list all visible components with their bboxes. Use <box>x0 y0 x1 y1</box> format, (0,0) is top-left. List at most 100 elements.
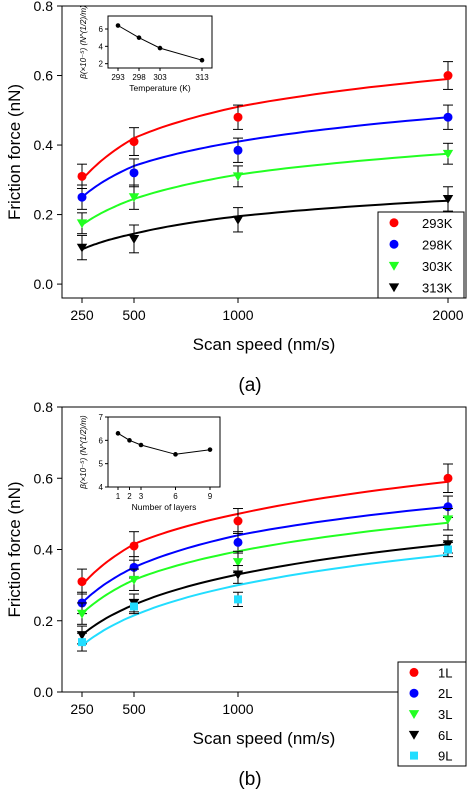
fit-curve <box>81 553 449 647</box>
inset-x-tick-label: 3 <box>139 492 144 501</box>
fit-curve <box>81 521 449 615</box>
y-tick-label: 0.8 <box>34 0 54 14</box>
inset-y-tick-label: 5 <box>99 460 104 469</box>
inset-x-tick-label: 313 <box>195 73 209 82</box>
y-tick-label: 0.4 <box>34 542 54 558</box>
legend-box <box>397 661 467 767</box>
data-point <box>233 516 243 526</box>
series-298K <box>77 104 453 210</box>
legend-marker <box>408 710 420 719</box>
data-point <box>128 235 140 244</box>
data-point <box>130 602 138 611</box>
inset-frame <box>107 15 213 69</box>
data-point <box>129 168 139 178</box>
data-point <box>443 473 453 483</box>
data-point <box>77 192 87 202</box>
x-tick-label: 500 <box>122 307 146 323</box>
data-point <box>128 575 140 585</box>
legend: 1L 2L 3L 6L 9L <box>397 661 467 767</box>
data-point <box>233 537 243 547</box>
legend-entry: 303K <box>422 259 453 274</box>
legend-entry: 2L <box>438 686 452 701</box>
x-axis-label: Scan speed (nm/s) <box>193 335 336 354</box>
inset-x-axis-label: Temperature (K) <box>129 83 191 93</box>
legend-marker <box>389 239 399 249</box>
inset-chart: 2 4 6 293 298 303 313 Temperature (K) β(×10⁻⁵) (… <box>79 5 213 93</box>
inset-y-tick-label: 4 <box>99 483 104 492</box>
data-point <box>442 149 454 159</box>
inset-x-tick-label: 298 <box>132 73 146 82</box>
series-303K <box>76 142 454 235</box>
panel-label: (b) <box>238 769 261 790</box>
data-point <box>77 171 87 181</box>
inset-y-axis-label: β(×10⁻⁵) (N^(1/2)/m) <box>79 415 88 490</box>
data-point <box>444 545 452 554</box>
data-point <box>443 71 453 81</box>
data-point <box>128 193 140 203</box>
data-point <box>233 145 243 155</box>
inset-point <box>157 45 163 51</box>
x-tick-label: 1000 <box>222 307 253 323</box>
inset-frame <box>107 416 221 488</box>
data-point <box>77 577 87 587</box>
y-axis-label: Friction force (nN) <box>5 481 24 617</box>
data-point <box>76 609 88 619</box>
inset-point <box>115 23 121 28</box>
chart-panel-a: 0.0 0.2 0.4 0.6 0.8 250 500 1000 2000 Scan speed … <box>5 0 467 396</box>
inset-point <box>138 442 144 448</box>
data-point <box>78 638 86 647</box>
data-point <box>76 219 88 229</box>
data-point <box>443 112 453 122</box>
series-6L <box>76 534 454 645</box>
series-313K <box>76 186 454 261</box>
inset-x-tick-label: 9 <box>208 492 213 501</box>
legend-entry: 1L <box>438 665 452 680</box>
legend-marker <box>409 688 419 698</box>
y-tick-label: 0.2 <box>34 613 54 629</box>
inset-point <box>199 57 205 63</box>
y-tick-label: 0.2 <box>34 207 54 223</box>
inset-chart: 4 5 6 7 1 2 3 6 9 Number of layers β(×10⁻⁵) (N^(1/… <box>79 413 221 512</box>
data-point <box>234 595 242 604</box>
fit-curve <box>81 116 449 198</box>
y-tick-label: 0.8 <box>34 399 54 415</box>
data-point <box>232 172 244 182</box>
data-point <box>129 137 139 147</box>
series-1L <box>77 463 453 595</box>
inset-y-tick-label: 7 <box>99 413 104 422</box>
inset-x-axis-label: Number of layers <box>132 502 197 512</box>
inset-x-tick-label: 303 <box>153 73 167 82</box>
fit-curve <box>81 199 449 251</box>
x-tick-label: 2000 <box>432 307 463 323</box>
inset-x-tick-label: 2 <box>127 492 132 501</box>
plot-frame <box>61 5 467 299</box>
inset-point <box>173 452 178 457</box>
legend-marker <box>409 667 419 677</box>
x-tick-label: 1000 <box>222 701 253 717</box>
inset-x-tick-label: 1 <box>116 492 121 501</box>
legend: 293K 298K 303K 313K <box>377 211 465 299</box>
data-point <box>232 558 244 567</box>
inset-point <box>127 438 132 443</box>
y-axis-label: Friction force (nN) <box>5 84 24 220</box>
legend-entry: 313K <box>422 280 453 295</box>
fit-curve <box>81 480 449 586</box>
x-tick-label: 500 <box>122 701 146 717</box>
x-tick-label: 250 <box>70 307 94 323</box>
legend-entry: 9L <box>438 749 452 764</box>
legend-marker <box>388 261 400 271</box>
inset-point <box>207 447 213 452</box>
inset-x-tick-label: 6 <box>173 492 178 501</box>
fit-curve <box>81 78 449 181</box>
inset-line <box>117 25 203 61</box>
y-tick-label: 0.0 <box>34 276 54 292</box>
y-tick-label: 0.0 <box>34 684 54 700</box>
legend-entry: 6L <box>438 728 452 743</box>
x-tick-label: 250 <box>70 701 94 717</box>
series-2L <box>77 495 453 615</box>
y-tick-label: 0.4 <box>34 137 54 153</box>
data-point <box>442 515 454 525</box>
legend-marker <box>408 730 420 740</box>
